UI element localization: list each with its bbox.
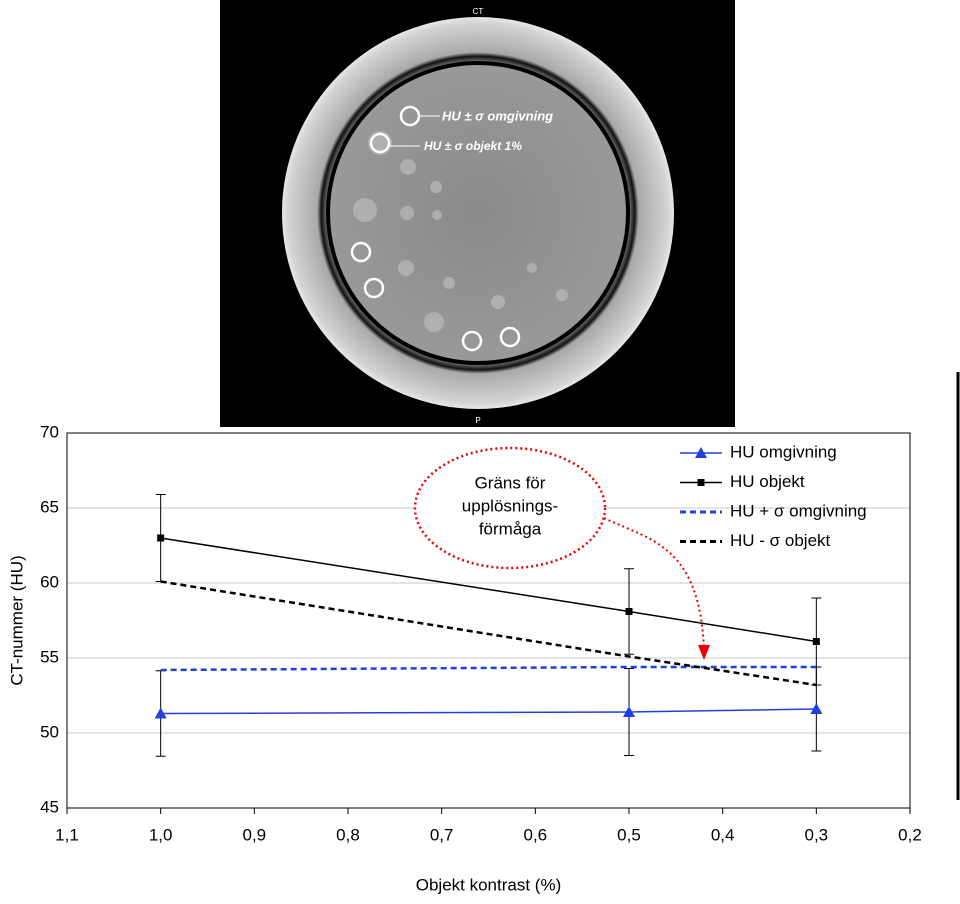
annotation-text: upplösnings- — [462, 496, 558, 515]
legend-label: HU objekt — [730, 472, 805, 491]
x-tick-label: 0,5 — [617, 825, 641, 844]
series-line — [160, 708, 817, 715]
legend-marker — [697, 479, 705, 486]
image-label: HU ± σ omgivning — [442, 108, 553, 123]
phantom — [282, 17, 674, 409]
x-tick-label: 0,2 — [898, 825, 922, 844]
marker — [623, 706, 635, 717]
y-tick-label: 70 — [40, 422, 59, 441]
annotation-bubble — [413, 446, 607, 570]
image-label: HU ± σ objekt 1% — [424, 139, 522, 153]
legend-label: HU - σ objekt — [730, 531, 831, 550]
x-tick-label: 0,7 — [430, 825, 454, 844]
series-line — [160, 665, 817, 672]
y-tick-label: 65 — [40, 497, 59, 516]
x-tick-label: 0,8 — [336, 825, 360, 844]
y-tick-label: 55 — [40, 647, 59, 666]
series-line — [160, 580, 817, 687]
x-tick-label: 0,3 — [805, 825, 829, 844]
y-axis-label: CT-nummer (HU) — [7, 555, 26, 685]
x-tick-label: 1,0 — [149, 825, 173, 844]
marker — [154, 707, 167, 719]
ct-image: CT P HU ± σ omgivning HU ± σ objekt 1% — [220, 0, 735, 427]
ring — [326, 61, 630, 365]
marker — [625, 608, 633, 615]
marker — [812, 638, 820, 645]
legend-marker — [695, 447, 707, 458]
annotation-text: Gräns för — [475, 473, 546, 492]
annotation-arrowhead — [698, 645, 710, 660]
legend-label: HU omgivning — [730, 442, 837, 461]
x-tick-label: 1,1 — [55, 825, 79, 844]
legend-label: HU + σ omgivning — [730, 501, 867, 520]
x-tick-label: 0,4 — [711, 825, 735, 844]
x-axis-label: Objekt kontrast (%) — [416, 875, 562, 894]
y-tick-label: 60 — [40, 572, 59, 591]
annotation-text: förmåga — [479, 519, 542, 538]
y-tick-label: 45 — [40, 797, 59, 816]
annotation-arrow — [603, 517, 705, 651]
image-label: P — [475, 416, 480, 425]
x-tick-label: 0,9 — [243, 825, 267, 844]
marker — [157, 534, 165, 542]
image-label: CT — [473, 7, 484, 16]
plot-frame — [66, 432, 911, 809]
roi-circles — [350, 105, 521, 352]
marker — [810, 703, 823, 714]
x-tick-label: 0,6 — [524, 825, 548, 844]
y-tick-label: 50 — [40, 722, 59, 741]
